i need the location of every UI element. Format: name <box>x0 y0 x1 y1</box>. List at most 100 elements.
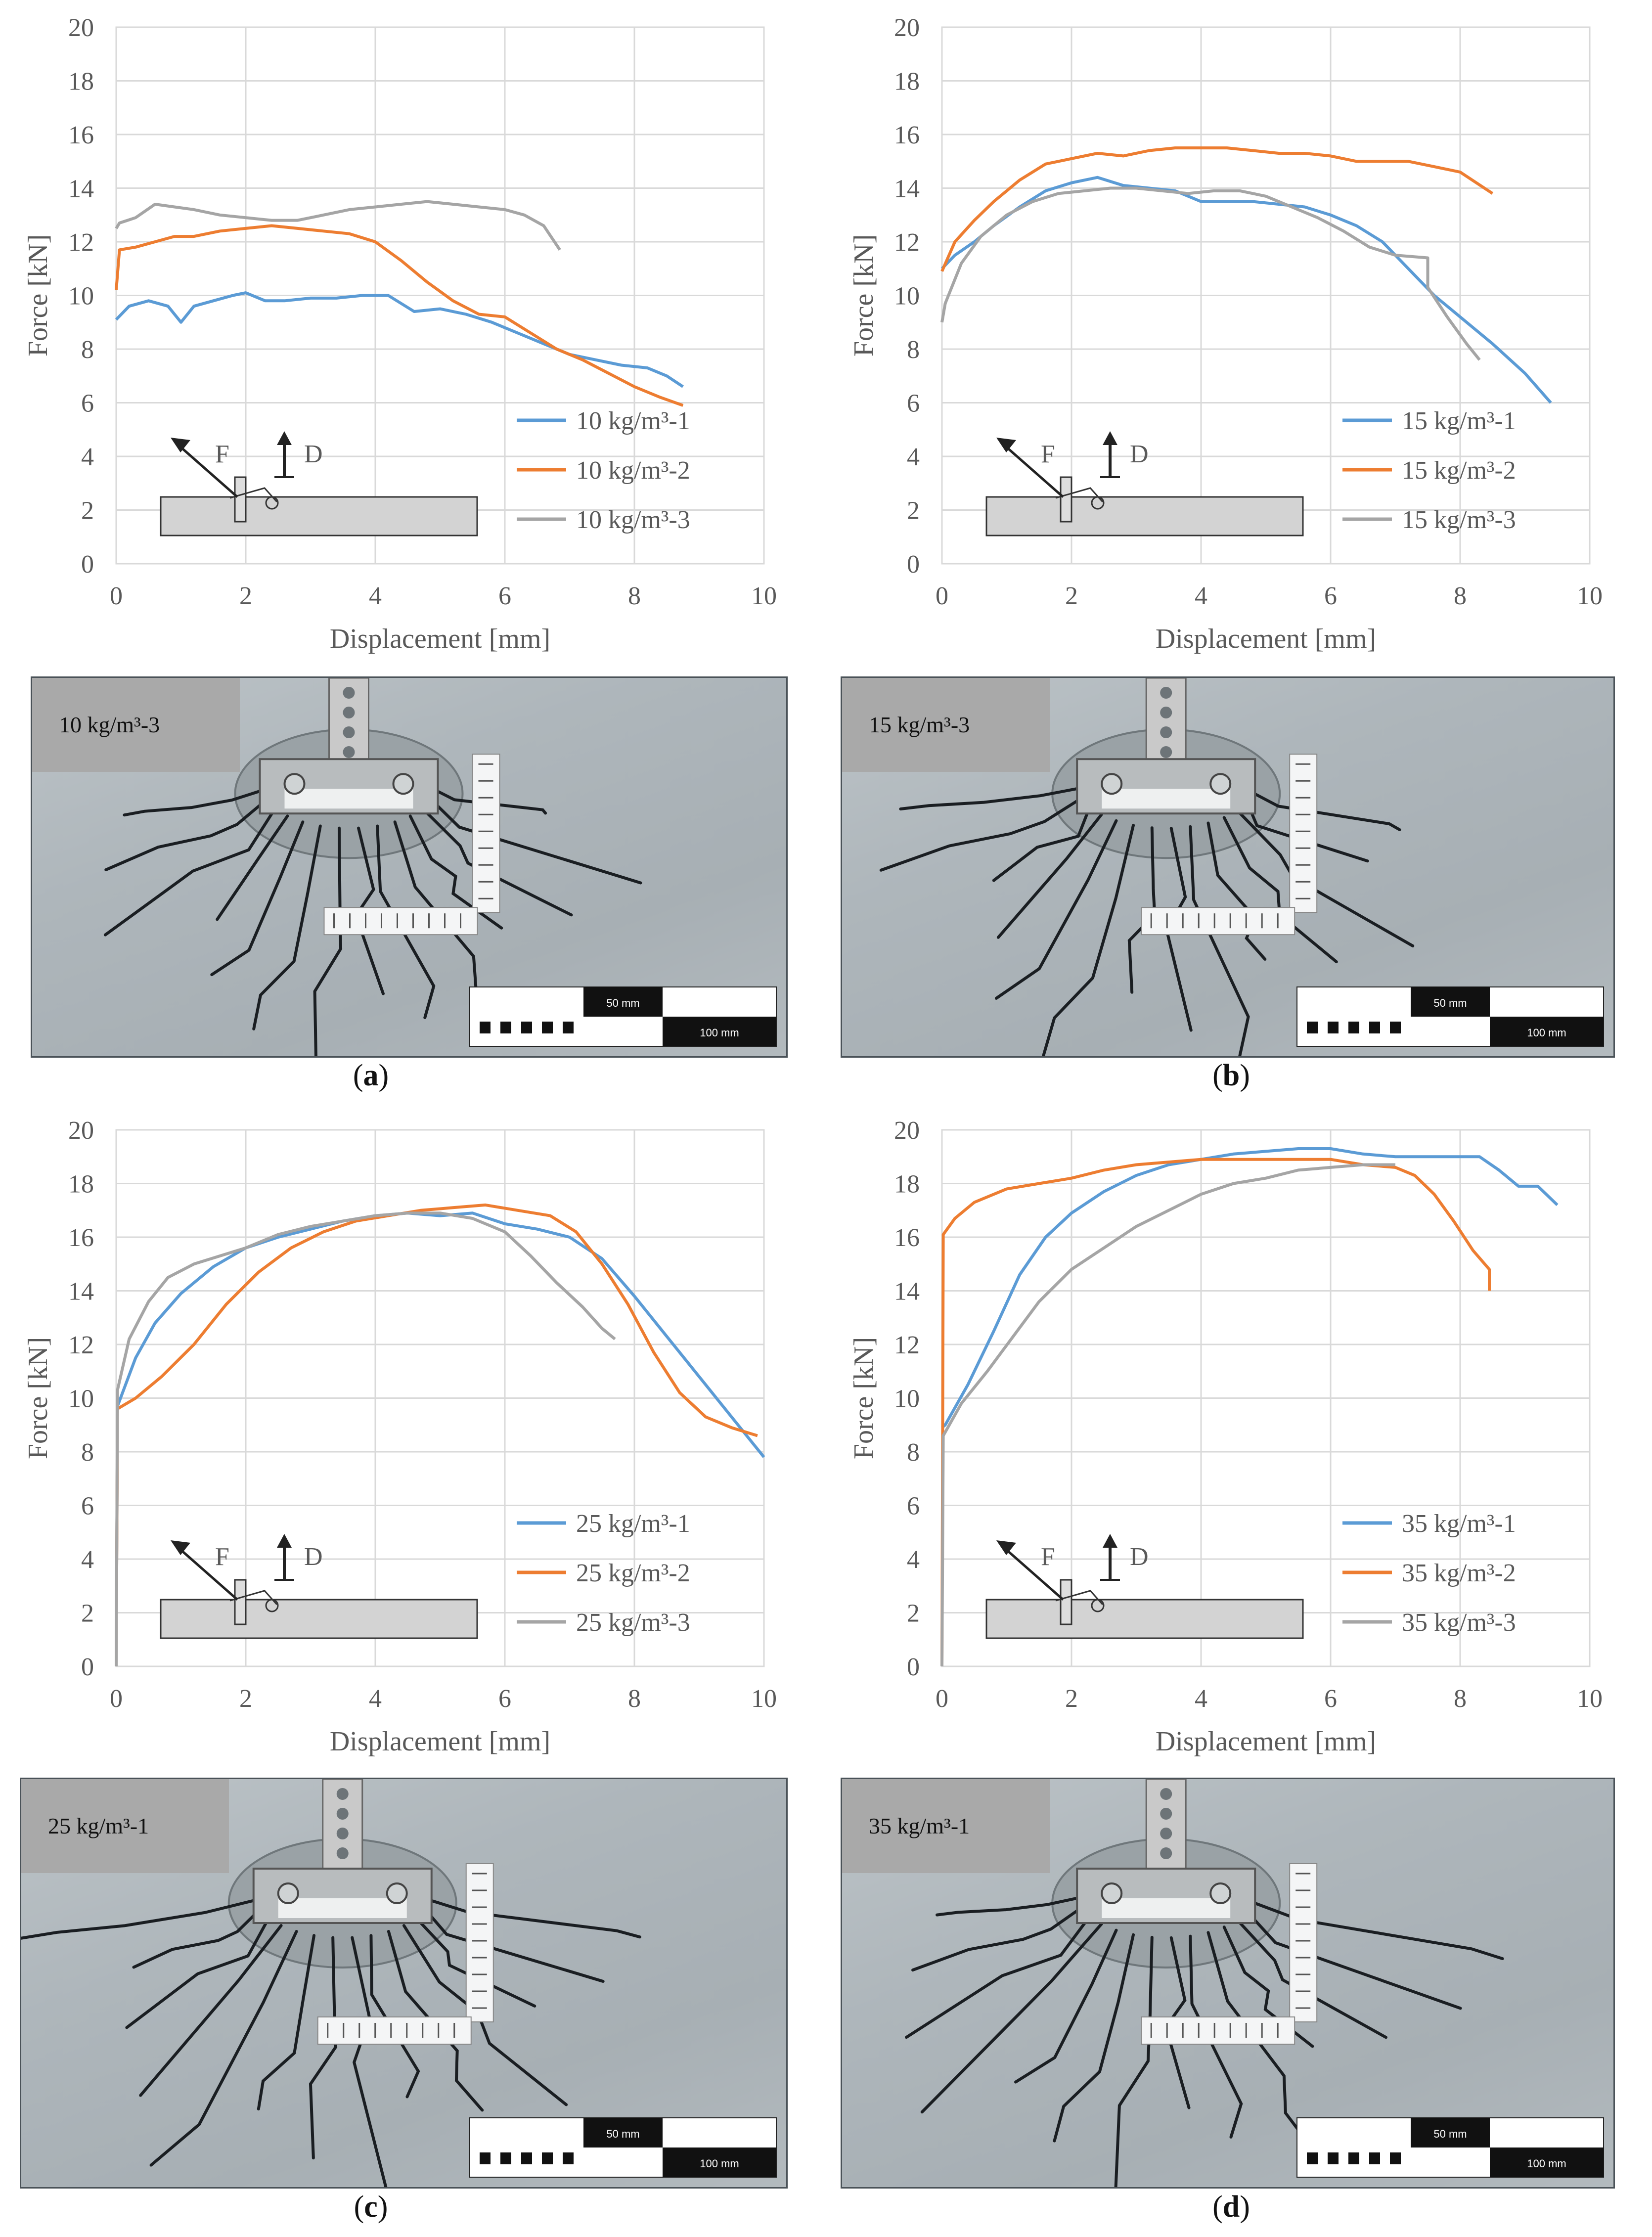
anchor-bolt-shape <box>234 1579 247 1625</box>
y-tick-label: 6 <box>81 1492 94 1521</box>
crack-line <box>1206 821 1267 961</box>
strip-hole <box>336 1808 349 1820</box>
force-label: F <box>215 440 229 468</box>
photo-label-text: 10 kg/m³-3 <box>59 712 160 737</box>
crack-line <box>216 814 289 921</box>
scale-bar-label-50: 50 mm <box>1433 997 1467 1009</box>
x-axis-label: Displacement [mm] <box>1156 1726 1376 1757</box>
x-tick-label: 4 <box>369 582 382 610</box>
legend-entry: 10 kg/m³-1 <box>576 407 690 435</box>
crack-line <box>1189 825 1250 1056</box>
scale-bar-square <box>1328 1022 1339 1033</box>
vertical-ruler <box>1289 754 1318 913</box>
y-tick-label: 10 <box>894 1385 920 1413</box>
y-tick-label: 16 <box>68 1224 94 1252</box>
slab-shape <box>160 1599 478 1639</box>
bolt-head-shape <box>265 496 279 510</box>
crack-line <box>430 799 642 885</box>
x-tick-label: 10 <box>1577 1685 1603 1713</box>
crack-line <box>1251 791 1401 831</box>
vertical-ruler <box>472 754 500 913</box>
y-tick-label: 16 <box>894 121 920 149</box>
x-tick-label: 4 <box>1195 1685 1207 1713</box>
y-tick-label: 4 <box>907 443 920 471</box>
x-tick-label: 6 <box>1324 1685 1337 1713</box>
scale-bar-label-50: 50 mm <box>606 2128 639 2140</box>
scale-bar-square <box>1307 2152 1318 2164</box>
bolt-icon <box>277 1882 299 1904</box>
scale-bar-black-block <box>663 2148 776 2177</box>
scale-bar-square <box>563 1022 574 1033</box>
y-axis-label: Force [kN] <box>23 234 53 357</box>
y-tick-label: 4 <box>81 1546 94 1574</box>
scale-bar-square <box>1369 2152 1380 2164</box>
y-tick-label: 14 <box>894 175 920 203</box>
y-tick-label: 20 <box>68 14 94 42</box>
crack-line <box>905 1915 1092 2039</box>
crack-line <box>252 824 322 1030</box>
crack-line <box>139 1924 283 2097</box>
x-tick-label: 8 <box>1454 582 1467 610</box>
y-tick-label: 14 <box>68 1278 94 1306</box>
photo-label-text: 15 kg/m³-3 <box>869 712 970 737</box>
caption-b: (b) <box>1212 1059 1250 1092</box>
horizontal-ruler <box>323 907 478 936</box>
legend-entry: 35 kg/m³-1 <box>1402 1510 1516 1538</box>
slab-illustration: 50 mm 100 mm <box>103 678 777 1056</box>
y-tick-label: 8 <box>907 336 920 364</box>
series-line-1 <box>941 1147 1559 1429</box>
scale-bar-black-block <box>1490 2148 1604 2177</box>
photo-label-text: 35 kg/m³-1 <box>869 1813 970 1838</box>
crack-line <box>1053 1933 1135 2143</box>
displacement-arrow-head <box>277 1534 292 1548</box>
strip-hole <box>343 707 355 718</box>
y-tick-label: 16 <box>894 1224 920 1252</box>
y-tick-label: 6 <box>907 1492 920 1521</box>
displacement-arrow-head <box>1103 1534 1117 1548</box>
scale-bar-square <box>521 1022 532 1033</box>
crack-line <box>996 813 1103 939</box>
x-tick-label: 8 <box>628 1685 641 1713</box>
scale-bar-black-block <box>1490 1017 1604 1046</box>
strip-hole <box>343 687 355 699</box>
anchor-bolt-shape <box>234 476 247 523</box>
anchor-bolt-shape <box>1060 476 1072 523</box>
bolt-icon <box>1101 773 1123 795</box>
slab-shape <box>985 1599 1304 1639</box>
y-tick-label: 10 <box>68 282 94 311</box>
y-tick-label: 8 <box>907 1438 920 1467</box>
legend-entry: 35 kg/m³-2 <box>1402 1559 1516 1587</box>
displacement-arrow-head <box>277 431 292 445</box>
anchor-bolt-shape <box>1060 1579 1072 1625</box>
y-tick-label: 12 <box>68 228 94 257</box>
crack-line <box>1206 1931 1316 2152</box>
caption-letter: a <box>363 1059 379 1092</box>
legend-entry: 10 kg/m³-2 <box>576 456 690 485</box>
bolt-icon <box>386 1882 408 1904</box>
strip-hole <box>1160 687 1172 699</box>
x-tick-label: 10 <box>751 582 777 610</box>
scale-bar-label-100: 100 mm <box>1527 2157 1566 2170</box>
bolt-head-shape <box>1091 1599 1105 1612</box>
scale-bar-square <box>500 2152 511 2164</box>
x-tick-label: 0 <box>110 582 123 610</box>
x-tick-label: 4 <box>1195 582 1207 610</box>
crack-line <box>402 1924 568 2106</box>
vertical-ruler <box>465 1863 494 2022</box>
y-tick-label: 6 <box>81 390 94 418</box>
legend-entry: 15 kg/m³-2 <box>1402 456 1516 485</box>
scale-bar-black-block <box>583 2118 663 2148</box>
force-arrow-head <box>171 1540 190 1555</box>
force-arrow-head <box>996 438 1016 452</box>
displacement-label: D <box>1130 440 1149 468</box>
strip-hole <box>336 1788 349 1800</box>
y-tick-label: 12 <box>894 228 920 257</box>
y-tick-label: 14 <box>894 1278 920 1306</box>
x-tick-label: 2 <box>239 582 252 610</box>
x-axis-label: Displacement [mm] <box>330 624 550 654</box>
crack-line <box>1165 827 1193 1032</box>
scale-bar-black-block <box>1411 987 1490 1017</box>
chart-b: 0 2 4 6 8 10 0 2 4 6 8 10 12 14 16 18 20 Displacement [mm… <box>848 14 1603 654</box>
